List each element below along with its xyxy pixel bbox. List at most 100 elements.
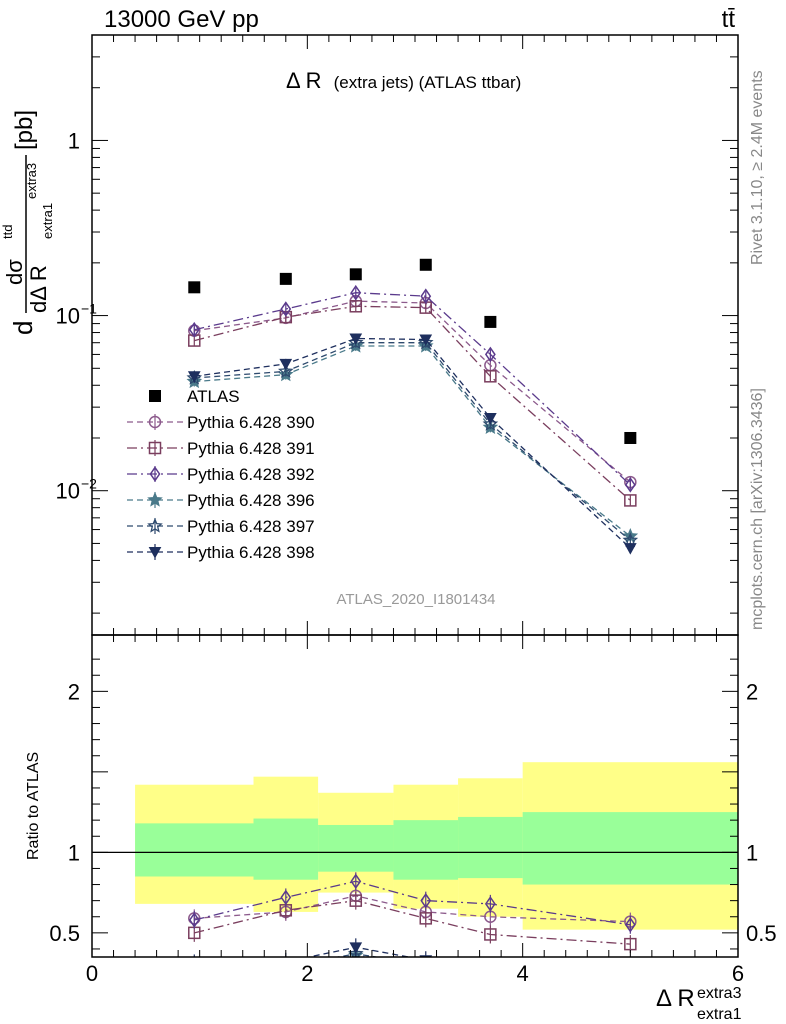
series-point-2-5 (624, 477, 636, 493)
series-point-1-2 (349, 300, 363, 313)
ratio-point-4-0 (188, 960, 200, 972)
y-label-den: dΔ R (26, 265, 51, 313)
y-tick-label-main: 10 (56, 304, 80, 329)
legend: ATLAS Pythia 6.428 390 Pythia 6.428 391 Pyt… (127, 387, 315, 562)
ratio-point-1-3 (419, 912, 433, 925)
y-tick-label-main-exp: −1 (81, 301, 97, 317)
legend-label-1: Pythia 6.428 390 (187, 413, 315, 432)
data-point-2 (349, 268, 362, 281)
x-tick-label: 4 (517, 961, 529, 986)
series-line-5 (194, 337, 631, 549)
x-label-sup: extra3 (697, 985, 742, 1002)
series-line-1 (194, 305, 631, 501)
y-axis-label-ratio: Ratio to ATLAS (25, 752, 42, 860)
y-label-num-sup: ttd (0, 225, 15, 239)
ratio-point-1-2 (349, 894, 363, 907)
ratio-line-5 (305, 946, 413, 957)
data-point-4 (484, 315, 497, 328)
data-point-5 (624, 431, 637, 444)
data-point-1 (279, 272, 292, 285)
x-tick-label: 6 (732, 961, 744, 986)
y-tick-label-ratio-right: 0.5 (746, 921, 777, 946)
ratio-point-5-4 (485, 969, 496, 979)
y-label-den-sup: extra3 (24, 163, 39, 199)
x-label-sub: extra1 (697, 1006, 742, 1023)
data-point-3 (419, 258, 432, 271)
side-label-mcplots: mcplots.cern.ch [arXiv:1306.3436] (749, 388, 766, 630)
main-series-group (186, 284, 639, 555)
ratio-point-2-5 (624, 916, 636, 933)
watermark: ATLAS_2020_I1801434 (336, 591, 495, 608)
series-line-4 (194, 342, 631, 541)
x-tick-label: 0 (86, 961, 98, 986)
ratio-band-inner-1 (253, 818, 319, 880)
y-tick-label-main: 1 (68, 128, 80, 153)
ratio-point-2-3 (420, 892, 432, 909)
ratio-point-5-0 (189, 959, 200, 969)
series-point-5-5 (623, 543, 637, 555)
series-point-2-0 (188, 321, 200, 338)
series-point-1-4 (484, 370, 497, 383)
series-point-2-4 (484, 346, 496, 363)
y-tick-label-ratio-right: 2 (746, 679, 758, 704)
legend-label-5: Pythia 6.428 397 (187, 517, 315, 536)
ratio-band-inner-3 (393, 820, 459, 880)
x-label-main: Δ R (656, 985, 695, 1012)
y-axis-label-main: d dσ ttd dΔ R extra1 extra3 [pb] (0, 110, 55, 335)
series-point-1-5 (624, 494, 637, 507)
ratio-point-5-5 (625, 972, 636, 982)
ratio-point-3-3 (420, 962, 432, 974)
y-label-den-sub: extra1 (40, 203, 55, 239)
ratio-series-group (188, 872, 637, 982)
legend-label-4: Pythia 6.428 396 (187, 491, 315, 510)
ratio-point-1-4 (484, 928, 497, 941)
ratio-point-3-0 (188, 960, 200, 972)
ratio-band-inner-0 (135, 823, 254, 877)
ratio-point-3-5 (624, 967, 636, 979)
y-tick-label-ratio-left: 2 (68, 679, 80, 704)
legend-marker-2 (148, 441, 162, 455)
ratio-point-1-5 (624, 937, 637, 951)
side-label-rivet: Rivet 3.1.10, ≥ 2.4M events (749, 70, 766, 265)
ratio-point-2-2 (350, 873, 362, 890)
series-point-5-2 (349, 333, 363, 346)
ratio-point-2-0 (188, 912, 200, 928)
series-point-2-3 (420, 288, 432, 305)
ratio-line-3 (343, 954, 369, 957)
legend-marker-5 (147, 517, 163, 533)
y-tick-label-ratio-left: 1 (68, 840, 80, 865)
ratio-point-3-4 (484, 970, 496, 982)
y-tick-label-main-exp: −2 (81, 476, 97, 492)
y-label-d: d (8, 321, 38, 335)
y-tick-label-main: 10 (56, 479, 80, 504)
ratio-point-5-1 (279, 956, 293, 957)
ratio-point-2-4 (484, 896, 496, 912)
process-label: tt̄ (722, 6, 736, 33)
legend-marker-6 (148, 547, 162, 559)
x-axis-label: Δ R (656, 985, 695, 1012)
legend-marker-0 (149, 390, 161, 402)
ratio-uncertainty-bands (135, 762, 738, 930)
y-label-unit: [pb] (11, 110, 38, 150)
plot-title-sub: (extra jets) (ATLAS ttbar) (334, 73, 522, 92)
ratio-point-4-1 (280, 960, 292, 972)
plot-title: Δ R (extra jets) (ATLAS ttbar) (286, 68, 521, 93)
x-tick-label: 2 (301, 961, 313, 986)
energy-label: 13000 GeV pp (104, 6, 259, 33)
legend-label-6: Pythia 6.428 398 (187, 543, 315, 562)
ratio-point-4-3 (425, 956, 426, 957)
legend-label-2: Pythia 6.428 391 (187, 439, 315, 458)
data-points-group (188, 258, 637, 444)
ratio-panel-frame (91, 634, 739, 958)
plot-title-main: Δ R (286, 68, 321, 93)
series-point-5-1 (279, 358, 293, 371)
legend-marker-1 (148, 415, 162, 429)
y-tick-label-ratio-left: 0.5 (49, 921, 80, 946)
series-point-2-1 (280, 301, 292, 317)
series-point-4-1 (278, 363, 294, 379)
data-point-0 (188, 281, 201, 294)
ratio-band-inner-4 (458, 816, 523, 879)
ratio-line-2 (194, 880, 631, 926)
